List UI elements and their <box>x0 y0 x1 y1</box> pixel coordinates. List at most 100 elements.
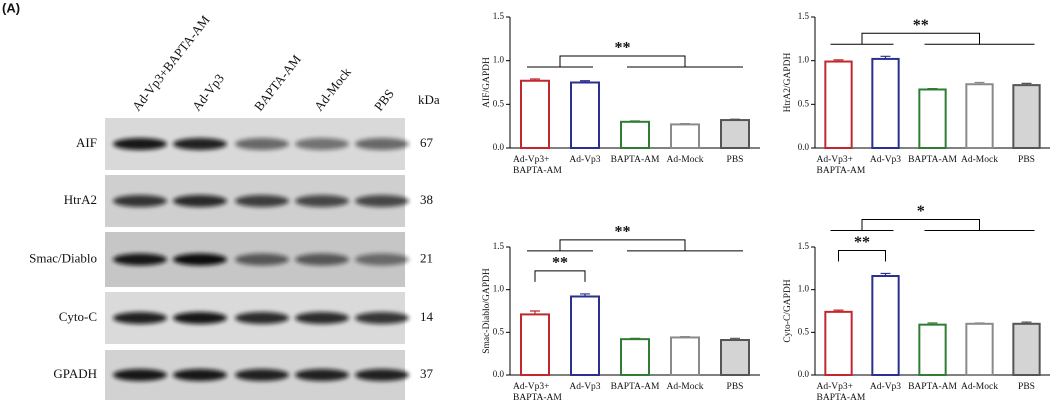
y-tick-label: 0.0 <box>798 142 810 152</box>
bracket <box>559 239 686 251</box>
protein-label: AIF <box>76 135 97 150</box>
bar <box>720 119 750 150</box>
band <box>113 312 167 324</box>
significance: * <box>917 203 925 220</box>
y-tick-label: 1.5 <box>493 11 505 21</box>
significance: ** <box>615 224 631 241</box>
y-tick-label: 1.5 <box>798 11 810 21</box>
error-bar <box>974 322 985 324</box>
x-tick-label: BAPTA-AM <box>908 382 957 392</box>
lane-label: Ad-Vp3 <box>189 71 227 114</box>
kda-label: 14 <box>420 309 434 324</box>
bar <box>670 336 700 377</box>
band <box>355 253 409 266</box>
x-tick-label: Ad-Vp3 <box>569 382 600 392</box>
bar <box>918 88 947 149</box>
lane-label: Ad-Mock <box>311 64 354 113</box>
band <box>173 312 227 324</box>
y-tick-label: 0.0 <box>493 142 505 152</box>
error-bar <box>833 59 844 62</box>
significance: ** <box>552 255 568 272</box>
kda-label: 37 <box>420 366 434 381</box>
error-bar <box>730 118 740 121</box>
error-bar <box>680 122 690 125</box>
protein-label: GPADH <box>53 366 97 381</box>
bar <box>824 60 853 149</box>
bar <box>1012 84 1041 150</box>
x-tick-label: BAPTA-AM <box>611 382 660 392</box>
kda-label: 21 <box>420 250 433 265</box>
error-bar <box>630 120 640 122</box>
x-tick-label: Ad-Vp3 <box>870 155 901 165</box>
significance: ** <box>913 17 929 34</box>
error-bar <box>680 336 690 338</box>
x-tick-label: Ad-Mock <box>667 155 704 165</box>
kda-label: 38 <box>420 192 433 207</box>
y-tick-label: 1.0 <box>493 284 505 294</box>
kda-label: 67 <box>420 135 434 150</box>
y-tick-label: 1.5 <box>798 241 810 251</box>
bracket <box>559 55 686 68</box>
significance: ** <box>854 234 870 251</box>
error-bar <box>880 55 891 59</box>
x-tick-label: Ad-Vp3+ BAPTA-AM <box>817 382 866 403</box>
x-tick-label: Ad-Vp3+ BAPTA-AM <box>817 155 866 176</box>
band <box>295 369 349 381</box>
band <box>295 312 349 324</box>
band <box>295 138 349 150</box>
bar <box>720 339 750 377</box>
error-bar <box>580 80 590 83</box>
y-tick-label: 0.0 <box>798 369 810 379</box>
error-bar <box>927 322 938 325</box>
bar <box>1012 322 1041 376</box>
x-tick-label: PBS <box>1018 382 1035 392</box>
bar <box>965 322 994 376</box>
band <box>173 369 227 381</box>
figure-label: (A) <box>2 0 20 15</box>
band <box>295 195 349 207</box>
x-tick-label: Ad-Vp3+ BAPTA-AM <box>513 155 562 176</box>
error-bar <box>974 81 985 85</box>
lane-label: BAPTA-AM <box>251 51 304 113</box>
band <box>355 138 409 150</box>
bar <box>965 83 994 149</box>
bar <box>620 338 650 377</box>
y-tick-label: 0.5 <box>493 326 505 336</box>
x-tick-label: BAPTA-AM <box>908 155 957 165</box>
bracket <box>838 249 886 262</box>
band <box>235 195 289 207</box>
y-tick-label: 0.5 <box>493 98 505 108</box>
error-bar <box>1021 321 1032 324</box>
x-tick-label: PBS <box>727 382 744 392</box>
significance: ** <box>615 40 631 57</box>
band <box>295 253 349 266</box>
band <box>113 138 167 150</box>
bar <box>520 313 550 376</box>
y-axis-label: Cyto-C/GAPDH <box>783 279 793 342</box>
protein-label: Cyto-C <box>59 309 97 324</box>
bar <box>570 81 600 149</box>
band <box>355 369 409 381</box>
bar <box>871 275 900 376</box>
y-tick-label: 1.0 <box>798 284 810 294</box>
y-axis-label: AIF/GAPDH <box>482 57 492 108</box>
bar <box>670 123 700 149</box>
band <box>235 312 289 324</box>
error-bar <box>580 293 590 297</box>
x-tick-label: Ad-Mock <box>961 155 998 165</box>
error-bar <box>530 310 540 315</box>
y-tick-label: 1.5 <box>493 241 505 251</box>
band <box>235 369 289 381</box>
band <box>235 253 289 266</box>
error-bar <box>880 272 891 277</box>
bar <box>824 310 853 376</box>
y-tick-label: 0.0 <box>493 369 505 379</box>
x-tick-label: Ad-Mock <box>667 382 704 392</box>
kda-header: kDa <box>418 92 440 107</box>
y-tick-label: 0.5 <box>798 326 810 336</box>
x-tick-label: Ad-Vp3 <box>870 382 901 392</box>
error-bar <box>927 88 938 90</box>
bracket <box>861 32 980 45</box>
band <box>113 369 167 381</box>
